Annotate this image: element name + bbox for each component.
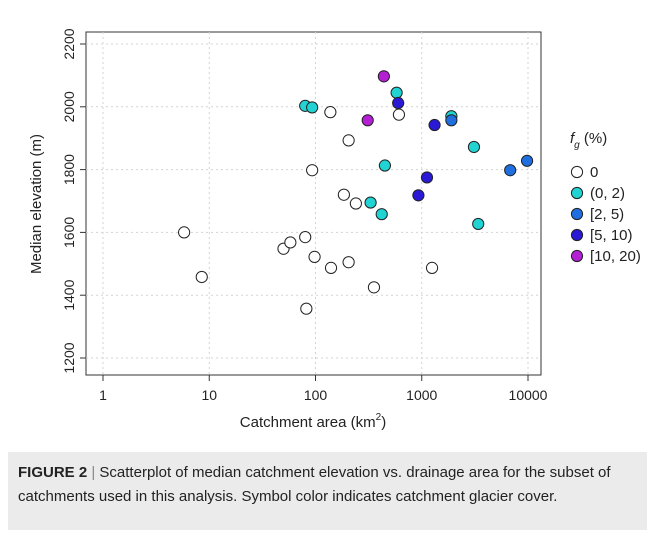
data-point bbox=[349, 197, 362, 210]
data-point bbox=[378, 159, 392, 172]
legend-marker bbox=[570, 207, 584, 221]
x-tick-label: 10 bbox=[201, 387, 217, 403]
data-points bbox=[178, 70, 534, 315]
legend-label: [5, 10) bbox=[590, 227, 633, 244]
data-point bbox=[337, 188, 350, 201]
y-axis-label: Median elevation (m) bbox=[28, 134, 45, 274]
data-point bbox=[390, 86, 403, 99]
data-point bbox=[342, 256, 355, 269]
data-point bbox=[375, 208, 388, 221]
legend-marker bbox=[570, 186, 584, 200]
x-tick-label: 10000 bbox=[509, 387, 548, 403]
data-point bbox=[392, 108, 406, 121]
legend-label: (0, 2) bbox=[590, 185, 625, 202]
caption-text: Scatterplot of median catchment elevatio… bbox=[18, 464, 611, 505]
x-tick-label: 100 bbox=[304, 387, 328, 403]
data-point bbox=[284, 236, 297, 249]
y-tick-label: 1400 bbox=[61, 279, 77, 310]
data-point bbox=[324, 106, 337, 119]
data-point bbox=[324, 261, 338, 274]
legend-marker bbox=[570, 228, 584, 242]
y-axis: 1200 1400 1600 1800 2000 2200 bbox=[61, 28, 86, 374]
data-point bbox=[428, 118, 441, 132]
x-tick-label: 1 bbox=[99, 387, 107, 403]
caption-label: FIGURE 2 bbox=[18, 464, 88, 481]
y-tick-label: 1600 bbox=[61, 217, 77, 248]
x-axis-label: Catchment area (km2) bbox=[240, 412, 386, 431]
data-point bbox=[445, 114, 458, 127]
data-point bbox=[364, 196, 377, 209]
legend-label: [2, 5) bbox=[590, 206, 624, 223]
data-point bbox=[306, 101, 319, 114]
data-point bbox=[367, 281, 381, 294]
data-point bbox=[412, 189, 425, 202]
legend: fg (%) 0 (0, 2) [2, 5) [5, 10) [10, 20) bbox=[570, 130, 641, 265]
data-point bbox=[342, 134, 355, 147]
data-point bbox=[306, 164, 319, 177]
grid bbox=[86, 32, 541, 375]
data-point bbox=[504, 164, 517, 177]
x-tick-label: 1000 bbox=[406, 387, 437, 403]
y-tick-label: 2200 bbox=[61, 28, 77, 59]
y-tick-label: 1200 bbox=[61, 342, 77, 373]
legend-title: fg (%) bbox=[570, 130, 607, 151]
data-point bbox=[300, 302, 313, 315]
data-point bbox=[467, 140, 481, 154]
data-point bbox=[377, 70, 390, 83]
legend-marker bbox=[570, 249, 584, 263]
data-point bbox=[520, 154, 534, 167]
x-axis: 1 10 100 1000 10000 bbox=[99, 375, 548, 403]
data-point bbox=[178, 226, 191, 239]
y-tick-label: 2000 bbox=[61, 91, 77, 122]
legend-marker bbox=[570, 165, 584, 179]
legend-label: [10, 20) bbox=[590, 248, 641, 265]
data-point bbox=[195, 270, 208, 284]
caption-separator: | bbox=[87, 464, 100, 481]
scatter-chart: 1 10 100 1000 10000 1200 1400 1600 1800 2000 2200… bbox=[28, 28, 641, 431]
data-point bbox=[308, 250, 321, 263]
caption-box: FIGURE 2 | Scatterplot of median catchme… bbox=[8, 452, 647, 530]
data-point bbox=[392, 96, 405, 110]
data-point bbox=[361, 114, 374, 127]
plot-frame bbox=[85, 31, 542, 376]
legend-label: 0 bbox=[590, 164, 598, 181]
data-point bbox=[425, 261, 439, 274]
y-tick-label: 1800 bbox=[61, 154, 77, 185]
data-point bbox=[420, 171, 434, 184]
data-point bbox=[299, 231, 312, 244]
data-point bbox=[472, 217, 485, 231]
figure-caption: FIGURE 2 | Scatterplot of median catchme… bbox=[18, 461, 638, 509]
